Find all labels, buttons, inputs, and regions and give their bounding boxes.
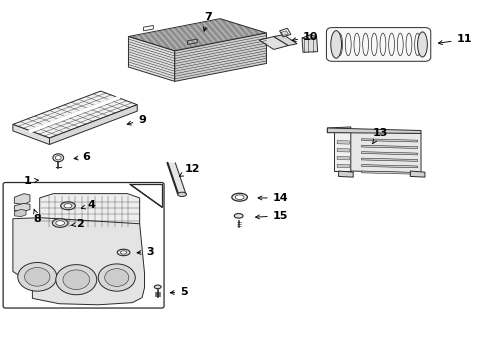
Polygon shape (13, 125, 49, 144)
Text: 3: 3 (137, 247, 153, 257)
Polygon shape (336, 156, 348, 160)
Polygon shape (327, 127, 350, 133)
Ellipse shape (61, 202, 75, 210)
Polygon shape (361, 139, 417, 142)
Ellipse shape (117, 249, 130, 256)
Polygon shape (279, 28, 290, 37)
Polygon shape (14, 210, 26, 217)
Polygon shape (13, 91, 137, 138)
Polygon shape (350, 132, 420, 173)
Polygon shape (128, 19, 266, 51)
Circle shape (55, 156, 61, 160)
Polygon shape (273, 35, 297, 45)
Ellipse shape (231, 193, 247, 201)
Circle shape (24, 267, 50, 286)
Polygon shape (333, 132, 350, 171)
Circle shape (56, 265, 97, 295)
Ellipse shape (234, 213, 243, 218)
Polygon shape (13, 218, 144, 305)
Text: 12: 12 (179, 163, 200, 176)
Polygon shape (130, 184, 161, 207)
Ellipse shape (52, 219, 68, 227)
Polygon shape (259, 37, 288, 49)
Ellipse shape (56, 221, 64, 225)
Polygon shape (336, 164, 348, 168)
Polygon shape (174, 33, 266, 81)
Polygon shape (338, 171, 352, 177)
Text: 15: 15 (255, 211, 287, 221)
Polygon shape (336, 140, 348, 144)
Polygon shape (302, 35, 316, 40)
Ellipse shape (235, 195, 244, 199)
Polygon shape (361, 171, 417, 174)
Polygon shape (361, 165, 417, 168)
Ellipse shape (120, 251, 126, 254)
Ellipse shape (64, 204, 72, 208)
Circle shape (104, 269, 128, 287)
Polygon shape (143, 26, 153, 31)
Polygon shape (302, 37, 317, 52)
Text: 2: 2 (71, 219, 84, 229)
Ellipse shape (417, 32, 427, 57)
Polygon shape (14, 194, 30, 204)
Circle shape (18, 262, 57, 291)
Text: 5: 5 (170, 287, 187, 297)
Text: 10: 10 (291, 32, 318, 41)
Polygon shape (40, 194, 140, 227)
FancyBboxPatch shape (326, 28, 430, 61)
Circle shape (53, 154, 63, 162)
Text: 9: 9 (127, 115, 146, 125)
Text: 4: 4 (81, 200, 95, 210)
Polygon shape (281, 31, 288, 36)
Text: 1: 1 (24, 176, 38, 186)
Ellipse shape (154, 285, 161, 289)
Polygon shape (409, 171, 424, 177)
Circle shape (63, 270, 89, 289)
Text: 14: 14 (258, 193, 288, 203)
Text: 7: 7 (203, 12, 212, 31)
Circle shape (98, 264, 135, 291)
FancyBboxPatch shape (3, 183, 163, 308)
Text: 8: 8 (34, 209, 41, 224)
Polygon shape (327, 128, 420, 134)
Polygon shape (128, 37, 174, 81)
Text: 13: 13 (371, 129, 387, 144)
Polygon shape (361, 145, 417, 148)
Polygon shape (361, 158, 417, 161)
Polygon shape (361, 152, 417, 155)
Polygon shape (187, 39, 197, 44)
Polygon shape (336, 148, 348, 152)
Ellipse shape (330, 31, 341, 58)
Polygon shape (49, 105, 137, 144)
Polygon shape (14, 203, 30, 212)
Ellipse shape (177, 192, 186, 197)
Text: 6: 6 (74, 152, 90, 162)
Text: 11: 11 (438, 35, 471, 45)
